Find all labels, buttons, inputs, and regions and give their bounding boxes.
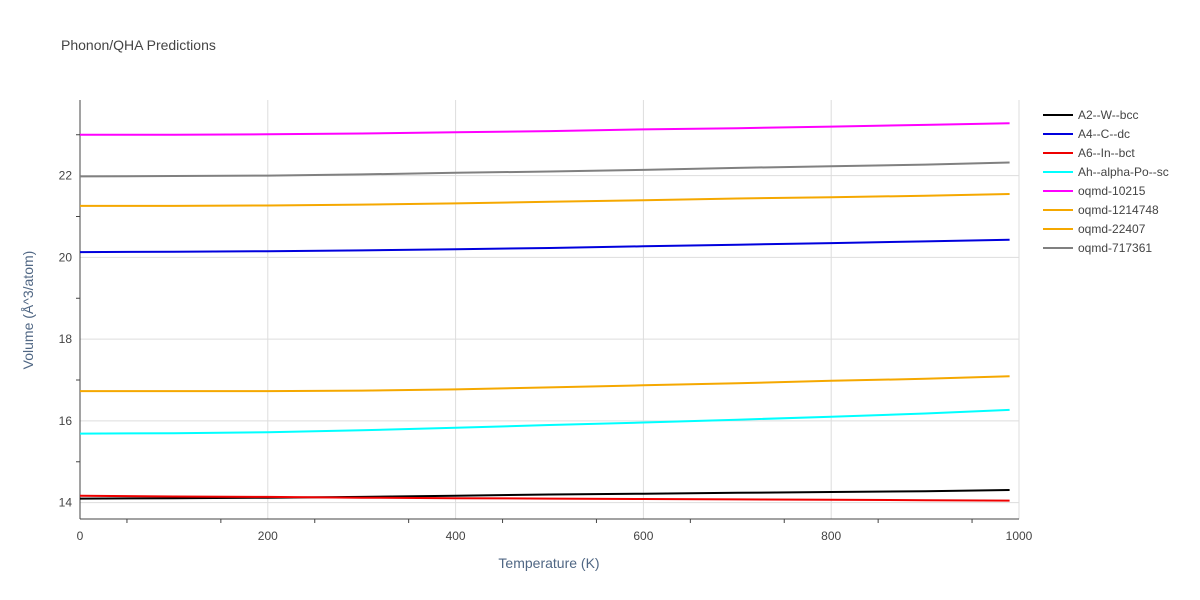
y-tick-label: 20	[59, 250, 73, 264]
legend-label: oqmd-10215	[1078, 184, 1146, 198]
series-line-oqmd-717361	[79, 161, 1010, 178]
legend-label: A4--C--dc	[1078, 127, 1130, 141]
x-tick-label: 1000	[1006, 529, 1033, 543]
legend[interactable]: A2--W--bcc A4--C--dc A6--In--bct Ah--alpha-…	[1043, 108, 1169, 255]
legend-item[interactable]: Ah--alpha-Po--sc	[1043, 165, 1169, 179]
series-line-oqmd-1214748	[80, 375, 1010, 393]
legend-item[interactable]: oqmd-1214748	[1043, 203, 1159, 217]
legend-item[interactable]: oqmd-717361	[1043, 241, 1152, 255]
y-axis-title: Volume (Å^3/atom)	[20, 251, 36, 370]
y-tick-label: 16	[59, 414, 73, 428]
series-line-A6--In--bct	[79, 494, 1010, 502]
legend-item[interactable]: oqmd-22407	[1043, 222, 1146, 236]
y-tick-label: 18	[59, 332, 73, 346]
grid	[80, 100, 1020, 519]
legend-label: oqmd-22407	[1078, 222, 1146, 236]
x-axis-title: Temperature (K)	[498, 555, 599, 571]
series-line-oqmd-22407	[80, 193, 1010, 207]
y-tick-label: 22	[59, 169, 73, 183]
legend-item[interactable]: oqmd-10215	[1043, 184, 1146, 198]
x-tick-label: 600	[633, 529, 653, 543]
series-line-A2--W--bcc	[79, 489, 1010, 500]
x-tick-label: 400	[446, 529, 466, 543]
legend-label: A6--In--bct	[1078, 146, 1135, 160]
x-tick-label: 0	[77, 529, 84, 543]
tick-labels: 0 200 400 600 800 1000 14 16 18 20 22	[59, 169, 1033, 543]
y-tick-label: 14	[59, 496, 73, 510]
legend-label: A2--W--bcc	[1078, 108, 1138, 122]
series-line-A4--C--dc	[79, 238, 1010, 254]
legend-label: oqmd-1214748	[1078, 203, 1159, 217]
legend-item[interactable]: A2--W--bcc	[1043, 108, 1138, 122]
legend-label: oqmd-717361	[1078, 241, 1152, 255]
series-group	[79, 122, 1010, 502]
legend-item[interactable]: A4--C--dc	[1043, 127, 1130, 141]
chart-title: Phonon/QHA Predictions	[61, 37, 216, 53]
series-line-oqmd-10215	[80, 122, 1010, 136]
series-line-Ah--alpha-Po--sc	[79, 408, 1010, 435]
x-tick-label: 800	[821, 529, 841, 543]
x-tick-label: 200	[258, 529, 278, 543]
legend-label: Ah--alpha-Po--sc	[1078, 165, 1169, 179]
legend-item[interactable]: A6--In--bct	[1043, 146, 1135, 160]
axes	[76, 100, 1019, 523]
